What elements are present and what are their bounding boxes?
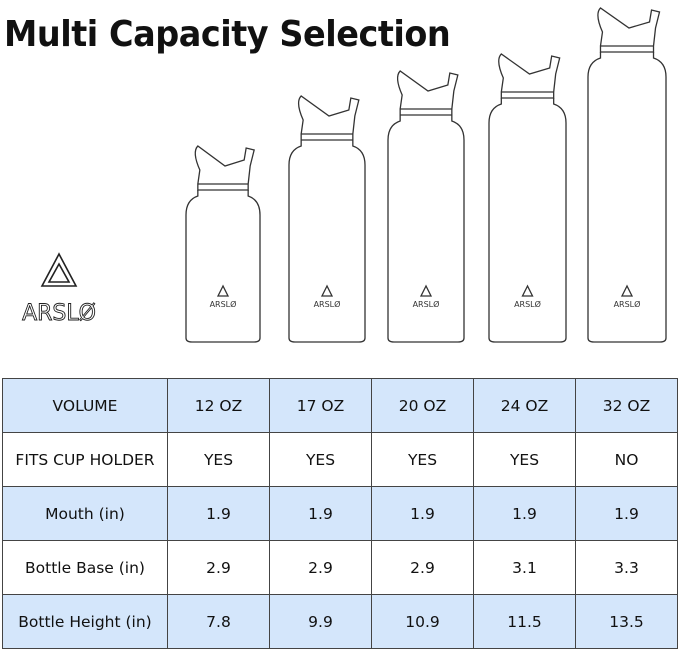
- bottle-body: [387, 115, 465, 343]
- page-title: Multi Capacity Selection: [4, 14, 451, 55]
- table-cell: 2.9: [371, 540, 474, 595]
- table-cell: 1.9: [371, 486, 474, 541]
- bottle-cap: [297, 95, 360, 141]
- bottle-logo-icon: [216, 284, 230, 297]
- table-row: VOLUME 12 OZ 17 OZ 20 OZ 24 OZ 32 OZ: [2, 378, 678, 433]
- table-cell: 2.9: [269, 540, 372, 595]
- spec-table: VOLUME 12 OZ 17 OZ 20 OZ 24 OZ 32 OZ FITS CUP …: [2, 378, 678, 649]
- table-cell: 1.9: [167, 486, 270, 541]
- table-cell: 20 OZ: [371, 378, 474, 433]
- table-cell: 1.9: [575, 486, 678, 541]
- table-cell: 13.5: [575, 594, 678, 649]
- table-row: Bottle Height (in) 7.8 9.9 10.9 11.5 13.5: [2, 594, 678, 649]
- bottle-logo-icon: [320, 284, 334, 297]
- table-row: Bottle Base (in) 2.9 2.9 2.9 3.1 3.3: [2, 540, 678, 595]
- table-cell: 32 OZ: [575, 378, 678, 433]
- table-cell: YES: [167, 432, 270, 487]
- table-cell: 17 OZ: [269, 378, 372, 433]
- table-cell: 24 OZ: [473, 378, 576, 433]
- bottle-logo-text: ARSLØ: [210, 299, 237, 309]
- row-label: FITS CUP HOLDER: [2, 432, 168, 487]
- bottle-logo-icon: [419, 284, 433, 297]
- row-label: VOLUME: [2, 378, 168, 433]
- table-cell: YES: [473, 432, 576, 487]
- table-cell: 10.9: [371, 594, 474, 649]
- table-cell: 11.5: [473, 594, 576, 649]
- bottle-illustrations: ARSLØ ARSLØ ARSLØ ARSLØ ARSLØ: [185, 7, 667, 343]
- table-cell: 3.3: [575, 540, 678, 595]
- svg-text:ARSLØ: ARSLØ: [22, 301, 96, 326]
- bottle-4: ARSLØ: [488, 53, 567, 343]
- bottle-logo-text: ARSLØ: [413, 299, 440, 309]
- bottle-logo-icon: [620, 284, 634, 297]
- row-label: Bottle Height (in): [2, 594, 168, 649]
- table-cell: 1.9: [269, 486, 372, 541]
- table-row: Mouth (in) 1.9 1.9 1.9 1.9 1.9: [2, 486, 678, 541]
- table-cell: 1.9: [473, 486, 576, 541]
- bottle-cap: [194, 145, 255, 191]
- table-row: FITS CUP HOLDER YES YES YES YES NO: [2, 432, 678, 487]
- bottle-body: [587, 52, 667, 343]
- table-cell: YES: [269, 432, 372, 487]
- row-label: Bottle Base (in): [2, 540, 168, 595]
- table-cell: 7.8: [167, 594, 270, 649]
- bottle-logo-text: ARSLØ: [314, 299, 341, 309]
- bottle-1: ARSLØ: [185, 145, 261, 343]
- table-cell: 3.1: [473, 540, 576, 595]
- bottle-cap: [597, 7, 661, 53]
- bottle-logo-text: ARSLØ: [514, 299, 541, 309]
- bottle-cap: [498, 53, 561, 99]
- bottle-2: ARSLØ: [288, 95, 366, 343]
- bottle-logo-icon: [521, 284, 534, 297]
- table-cell: 9.9: [269, 594, 372, 649]
- bottle-5: ARSLØ: [587, 7, 667, 343]
- bottle-cap: [396, 70, 459, 116]
- bottle-3: ARSLØ: [387, 70, 465, 343]
- table-cell: 2.9: [167, 540, 270, 595]
- bottle-logo-text: ARSLØ: [614, 299, 641, 309]
- bottle-body: [185, 190, 261, 343]
- bottle-body: [288, 140, 366, 343]
- brand-logo: ARSLØ: [22, 252, 96, 326]
- table-cell: YES: [371, 432, 474, 487]
- row-label: Mouth (in): [2, 486, 168, 541]
- bottle-body: [488, 98, 567, 343]
- table-cell: NO: [575, 432, 678, 487]
- table-cell: 12 OZ: [167, 378, 270, 433]
